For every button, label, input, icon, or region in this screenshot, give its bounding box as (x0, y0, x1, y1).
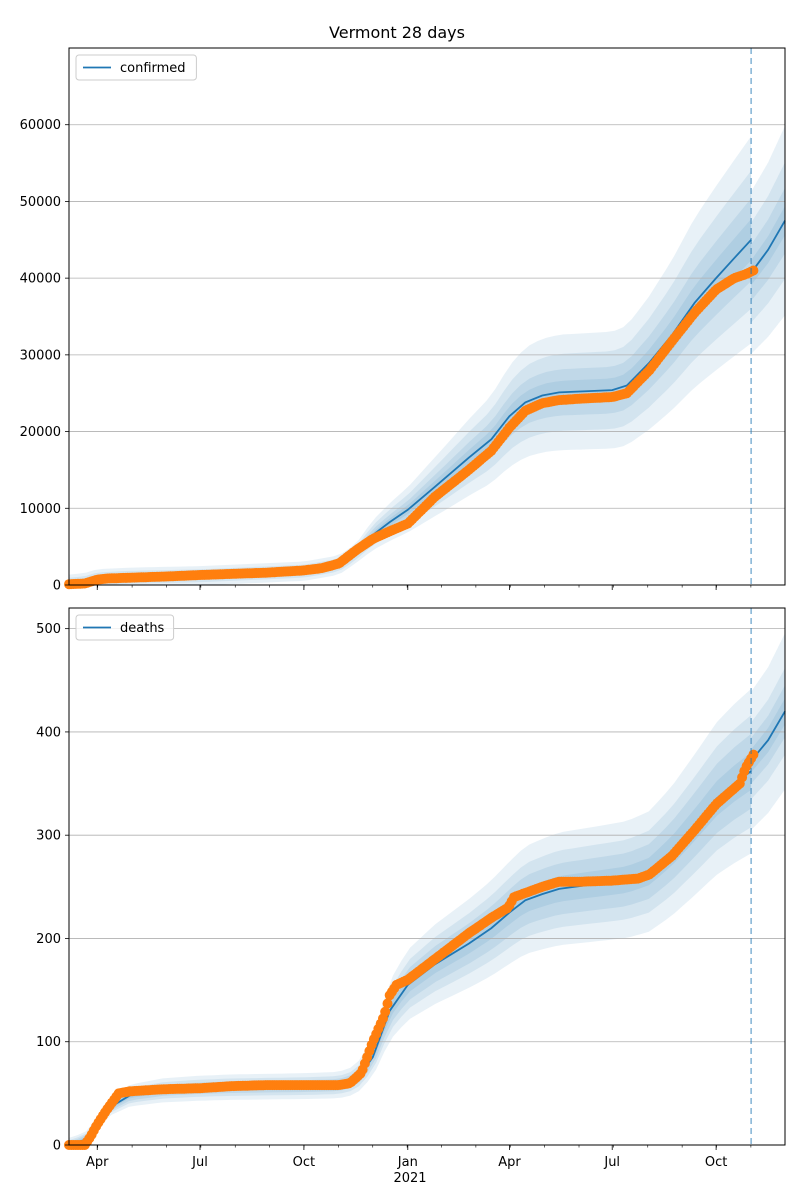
confidence-band-forecast (751, 667, 785, 800)
x-tick-label: Oct (293, 1155, 315, 1170)
deaths-panel: 0 100 200 300 400 500 Apr Jul Oct Jan Apr Jul Oct d… (36, 607, 786, 1170)
observed-points (64, 749, 759, 1150)
confirmed-panel: 0 10000 20000 30000 40000 50000 60000 confirme… (20, 47, 786, 594)
x-tick-label: Apr (498, 1155, 521, 1170)
y-tick-label: 0 (53, 1139, 61, 1154)
y-tick-label: 200 (36, 932, 61, 947)
observed-point (382, 998, 393, 1009)
confidence-band-forecast (751, 206, 785, 286)
y-axis: 0 100 200 300 400 500 (36, 622, 69, 1154)
legend-label: deaths (120, 621, 165, 636)
confidence-band-forecast (751, 685, 785, 784)
confidence-band-forecast (751, 125, 785, 355)
legend: confirmed (75, 54, 197, 81)
year-label: 2021 (393, 1171, 426, 1186)
observed-point (380, 1006, 391, 1017)
x-tick-label: Oct (705, 1155, 727, 1170)
x-axis: Apr Jul Oct Jan Apr Jul Oct (86, 1145, 752, 1170)
confidence-band (69, 170, 752, 585)
y-tick-label: 40000 (20, 272, 61, 287)
observed-point (748, 749, 759, 760)
x-tick-label: Jul (603, 1155, 620, 1170)
observed-point (748, 265, 759, 276)
y-tick-label: 30000 (20, 348, 61, 363)
confidence-band (69, 219, 752, 585)
y-tick-label: 500 (36, 622, 61, 637)
forecast-line (750, 220, 786, 274)
y-tick-label: 20000 (20, 425, 61, 440)
y-tick-label: 10000 (20, 502, 61, 517)
confidence-band (69, 688, 752, 1145)
confidence-bands (69, 633, 785, 1145)
plot-frame (68, 47, 786, 586)
y-tick-label: 0 (53, 579, 61, 594)
legend: deaths (75, 614, 175, 641)
y-tick-label: 100 (36, 1035, 61, 1050)
x-tick-label: Jan (397, 1155, 418, 1170)
confidence-band-forecast (751, 698, 785, 773)
plot-frame (68, 607, 786, 1146)
legend-label: confirmed (120, 61, 186, 76)
y-tick-label: 60000 (20, 118, 61, 133)
x-tick-label: Apr (86, 1155, 109, 1170)
x-tick-label: Jul (191, 1155, 208, 1170)
observed-points (64, 265, 759, 590)
x-axis (96, 585, 752, 590)
confidence-band-forecast (751, 162, 785, 323)
legend-box (75, 614, 175, 641)
y-axis: 0 10000 20000 30000 40000 50000 60000 (20, 118, 69, 594)
figure-title: Vermont 28 days (329, 23, 465, 42)
legend-box (75, 54, 197, 81)
confidence-bands (69, 125, 785, 585)
confidence-band (69, 136, 752, 585)
y-tick-label: 50000 (20, 195, 61, 210)
y-tick-label: 300 (36, 829, 61, 844)
y-tick-label: 400 (36, 725, 61, 740)
confidence-band-forecast (751, 187, 785, 301)
